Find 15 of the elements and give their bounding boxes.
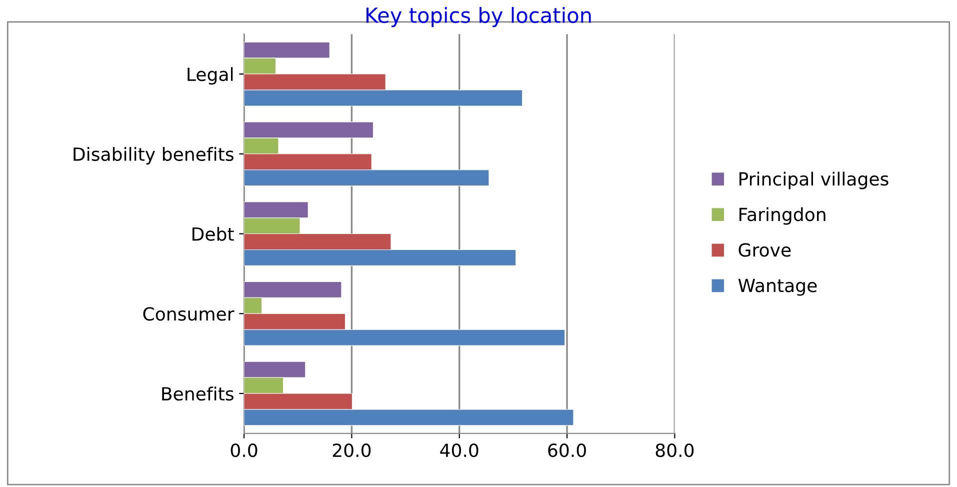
chart-title: Key topics by location (366, 6, 591, 28)
x-tick-label: 20.0 (332, 443, 371, 458)
x-tick-label: 80.0 (656, 443, 694, 458)
x-tick-label: 60.0 (548, 443, 586, 458)
x-tick-label: 0.0 (230, 443, 258, 458)
y-tick-label: Benefits (162, 386, 234, 401)
y-tick-label: Disability benefits (74, 147, 234, 165)
legend-label: Grove (738, 243, 791, 257)
legend-label: Faringdon (740, 207, 826, 225)
legend-label: Wantage (738, 278, 817, 296)
x-tick-label: 40.0 (440, 443, 478, 458)
y-tick-label: Debt (192, 226, 234, 241)
y-tick-label: Consumer (143, 307, 234, 321)
y-tick-label: Legal (188, 67, 233, 85)
legend-label: Principal villages (740, 172, 888, 190)
